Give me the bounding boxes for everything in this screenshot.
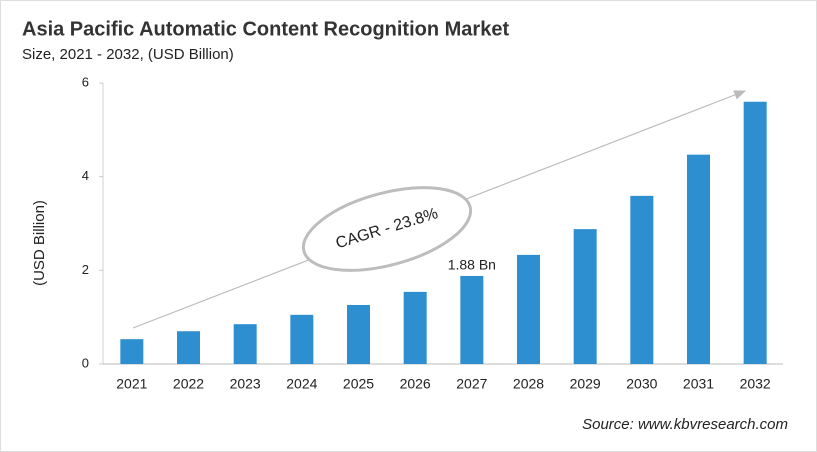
bar [743, 101, 767, 364]
x-tick-label: 2031 [683, 376, 714, 392]
y-tick-label: 0 [82, 355, 89, 370]
x-tick-label: 2028 [513, 376, 544, 392]
bar [120, 339, 144, 364]
bar [290, 314, 314, 364]
x-tick-label: 2022 [173, 376, 204, 392]
x-tick-label: 2021 [116, 376, 147, 392]
y-tick-label: 6 [82, 74, 89, 89]
x-tick-label: 2024 [286, 376, 317, 392]
x-tick-label: 2023 [230, 376, 261, 392]
x-tick-label: 2029 [570, 376, 601, 392]
x-tick-label: 2032 [740, 376, 771, 392]
chart-subtitle: Size, 2021 - 2032, (USD Billion) [22, 46, 234, 63]
source-note: Source: www.kbvresearch.com [582, 416, 788, 433]
bar [460, 275, 484, 364]
bar [233, 324, 257, 364]
y-tick-label: 2 [82, 262, 89, 277]
bar [573, 229, 597, 364]
x-tick-label: 2026 [400, 376, 431, 392]
y-axis-label: (USD Billion) [31, 200, 48, 286]
bar [177, 331, 200, 364]
value-label: 1.88 Bn [448, 257, 496, 273]
bar [687, 154, 710, 364]
bar [403, 291, 427, 364]
x-tick-label: 2030 [626, 376, 657, 392]
bar [517, 254, 540, 364]
chart-title: Asia Pacific Automatic Content Recogniti… [22, 18, 509, 40]
cagr-ellipse [301, 186, 473, 272]
bar [347, 304, 370, 364]
x-tick-label: 2027 [456, 376, 487, 392]
y-tick-label: 4 [82, 168, 89, 183]
bar [630, 195, 654, 364]
x-tick-label: 2025 [343, 376, 374, 392]
